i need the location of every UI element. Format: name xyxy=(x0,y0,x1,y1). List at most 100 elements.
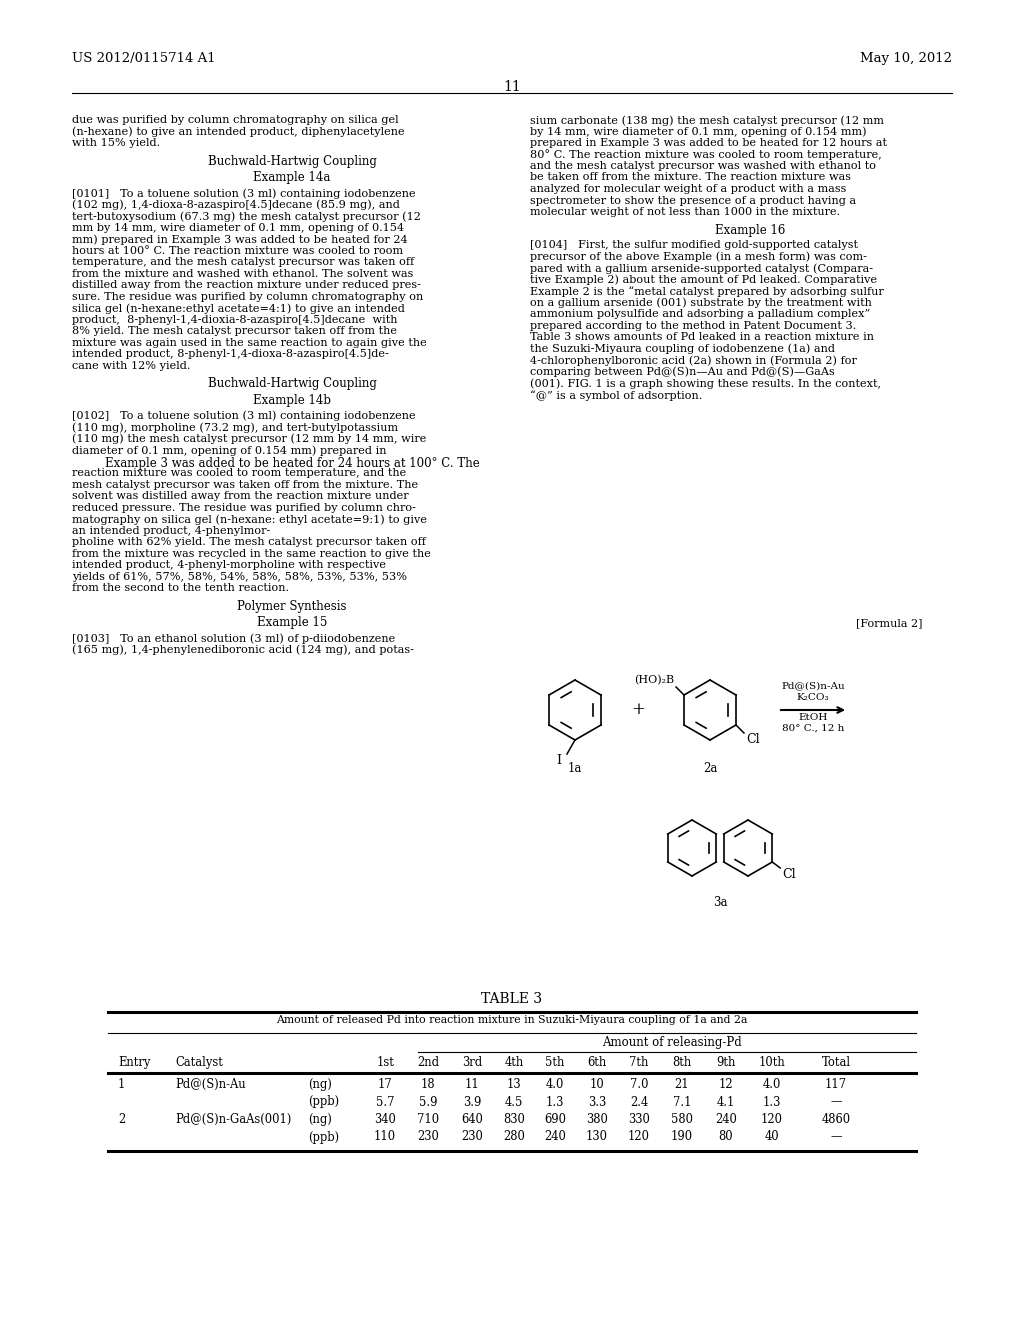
Text: Total: Total xyxy=(821,1056,851,1069)
Text: Example 2 is the “metal catalyst prepared by adsorbing sulfur: Example 2 is the “metal catalyst prepare… xyxy=(530,286,884,297)
Text: Buchwald-Hartwig Coupling: Buchwald-Hartwig Coupling xyxy=(208,154,377,168)
Text: 8th: 8th xyxy=(673,1056,691,1069)
Text: 5.9: 5.9 xyxy=(419,1096,437,1109)
Text: silica gel (n-hexane:ethyl acetate=4:1) to give an intended: silica gel (n-hexane:ethyl acetate=4:1) … xyxy=(72,304,404,314)
Text: Example 3 was added to be heated for 24 hours at 100° C. The: Example 3 was added to be heated for 24 … xyxy=(104,457,479,470)
Text: prepared in Example 3 was added to be heated for 12 hours at: prepared in Example 3 was added to be he… xyxy=(530,139,887,148)
Text: 330: 330 xyxy=(628,1113,650,1126)
Text: ammonium polysulfide and adsorbing a palladium complex”: ammonium polysulfide and adsorbing a pal… xyxy=(530,309,870,319)
Text: 3rd: 3rd xyxy=(462,1056,482,1069)
Text: —: — xyxy=(830,1096,842,1109)
Text: mm by 14 mm, wire diameter of 0.1 mm, opening of 0.154: mm by 14 mm, wire diameter of 0.1 mm, op… xyxy=(72,223,404,232)
Text: Amount of releasing-Pd: Amount of releasing-Pd xyxy=(602,1036,741,1049)
Text: comparing between Pd@(S)n—Au and Pd@(S)—GaAs: comparing between Pd@(S)n—Au and Pd@(S)—… xyxy=(530,367,835,378)
Text: 40: 40 xyxy=(765,1130,779,1143)
Text: EtOH: EtOH xyxy=(799,713,827,722)
Text: from the mixture and washed with ethanol. The solvent was: from the mixture and washed with ethanol… xyxy=(72,268,414,279)
Text: 4.0: 4.0 xyxy=(763,1078,781,1092)
Text: 280: 280 xyxy=(503,1130,525,1143)
Text: product,  8-phenyl-1,4-dioxia-8-azaspiro[4.5]decane  with: product, 8-phenyl-1,4-dioxia-8-azaspiro[… xyxy=(72,314,397,325)
Text: (ppb): (ppb) xyxy=(308,1096,339,1109)
Text: by 14 mm, wire diameter of 0.1 mm, opening of 0.154 mm): by 14 mm, wire diameter of 0.1 mm, openi… xyxy=(530,127,866,137)
Text: [0103]   To an ethanol solution (3 ml) of p-diiodobenzene: [0103] To an ethanol solution (3 ml) of … xyxy=(72,634,395,644)
Text: 18: 18 xyxy=(421,1078,435,1092)
Text: 240: 240 xyxy=(544,1130,566,1143)
Text: sium carbonate (138 mg) the mesh catalyst precursor (12 mm: sium carbonate (138 mg) the mesh catalys… xyxy=(530,115,884,125)
Text: 4th: 4th xyxy=(505,1056,523,1069)
Text: May 10, 2012: May 10, 2012 xyxy=(860,51,952,65)
Text: (ng): (ng) xyxy=(308,1113,332,1126)
Text: temperature, and the mesh catalyst precursor was taken off: temperature, and the mesh catalyst precu… xyxy=(72,257,414,267)
Text: Pd@(S)n-GaAs(001): Pd@(S)n-GaAs(001) xyxy=(175,1113,292,1126)
Text: yields of 61%, 57%, 58%, 54%, 58%, 58%, 53%, 53%, 53%: yields of 61%, 57%, 58%, 54%, 58%, 58%, … xyxy=(72,572,407,582)
Text: 690: 690 xyxy=(544,1113,566,1126)
Text: [0104]   First, the sulfur modified gold-supported catalyst: [0104] First, the sulfur modified gold-s… xyxy=(530,240,858,251)
Text: 117: 117 xyxy=(825,1078,847,1092)
Text: the Suzuki-Miyaura coupling of iodobenzene (1a) and: the Suzuki-Miyaura coupling of iodobenze… xyxy=(530,343,835,354)
Text: 5.7: 5.7 xyxy=(376,1096,394,1109)
Text: be taken off from the mixture. The reaction mixture was: be taken off from the mixture. The react… xyxy=(530,173,851,182)
Text: 6th: 6th xyxy=(588,1056,606,1069)
Text: mixture was again used in the same reaction to again give the: mixture was again used in the same react… xyxy=(72,338,427,347)
Text: prepared according to the method in Patent Document 3.: prepared according to the method in Pate… xyxy=(530,321,856,331)
Text: analyzed for molecular weight of a product with a mass: analyzed for molecular weight of a produ… xyxy=(530,183,847,194)
Text: —: — xyxy=(830,1130,842,1143)
Text: 1: 1 xyxy=(118,1078,125,1092)
Text: 8% yield. The mesh catalyst precursor taken off from the: 8% yield. The mesh catalyst precursor ta… xyxy=(72,326,397,337)
Text: 17: 17 xyxy=(378,1078,392,1092)
Text: intended product, 8-phenyl-1,4-dioxa-8-azaspiro[4.5]de-: intended product, 8-phenyl-1,4-dioxa-8-a… xyxy=(72,348,389,359)
Text: mm) prepared in Example 3 was added to be heated for 24: mm) prepared in Example 3 was added to b… xyxy=(72,234,408,244)
Text: Entry: Entry xyxy=(118,1056,151,1069)
Text: molecular weight of not less than 1000 in the mixture.: molecular weight of not less than 1000 i… xyxy=(530,207,840,216)
Text: (ppb): (ppb) xyxy=(308,1130,339,1143)
Text: 80: 80 xyxy=(719,1130,733,1143)
Text: [0101]   To a toluene solution (3 ml) containing iodobenzene: [0101] To a toluene solution (3 ml) cont… xyxy=(72,187,416,198)
Text: 11: 11 xyxy=(465,1078,479,1092)
Text: 640: 640 xyxy=(461,1113,483,1126)
Text: hours at 100° C. The reaction mixture was cooled to room: hours at 100° C. The reaction mixture wa… xyxy=(72,246,403,256)
Text: an intended product, 4-phenylmor-: an intended product, 4-phenylmor- xyxy=(72,525,270,536)
Text: and the mesh catalyst precursor was washed with ethanol to: and the mesh catalyst precursor was wash… xyxy=(530,161,876,172)
Text: 1.3: 1.3 xyxy=(763,1096,781,1109)
Text: 1.3: 1.3 xyxy=(546,1096,564,1109)
Text: sure. The residue was purified by column chromatography on: sure. The residue was purified by column… xyxy=(72,292,423,301)
Text: from the mixture was recycled in the same reaction to give the: from the mixture was recycled in the sam… xyxy=(72,549,431,558)
Text: matography on silica gel (n-hexane: ethyl acetate=9:1) to give: matography on silica gel (n-hexane: ethy… xyxy=(72,513,427,524)
Text: (102 mg), 1,4-dioxa-8-azaspiro[4.5]decane (85.9 mg), and: (102 mg), 1,4-dioxa-8-azaspiro[4.5]decan… xyxy=(72,199,400,210)
Text: 710: 710 xyxy=(417,1113,439,1126)
Text: (001). FIG. 1 is a graph showing these results. In the context,: (001). FIG. 1 is a graph showing these r… xyxy=(530,379,881,389)
Text: 2nd: 2nd xyxy=(417,1056,439,1069)
Text: 120: 120 xyxy=(761,1113,783,1126)
Text: Cl: Cl xyxy=(745,733,760,746)
Text: Amount of released Pd into reaction mixture in Suzuki-Miyaura coupling of 1a and: Amount of released Pd into reaction mixt… xyxy=(276,1015,748,1026)
Text: 10th: 10th xyxy=(759,1056,785,1069)
Text: Example 14b: Example 14b xyxy=(253,393,331,407)
Text: 2.4: 2.4 xyxy=(630,1096,648,1109)
Text: “@” is a symbol of adsorption.: “@” is a symbol of adsorption. xyxy=(530,389,702,401)
Text: from the second to the tenth reaction.: from the second to the tenth reaction. xyxy=(72,583,289,593)
Text: 110: 110 xyxy=(374,1130,396,1143)
Text: 9th: 9th xyxy=(717,1056,735,1069)
Text: 13: 13 xyxy=(507,1078,521,1092)
Text: 4-chlorophenylboronic acid (2a) shown in (Formula 2) for: 4-chlorophenylboronic acid (2a) shown in… xyxy=(530,355,857,366)
Text: 4860: 4860 xyxy=(821,1113,851,1126)
Text: mesh catalyst precursor was taken off from the mixture. The: mesh catalyst precursor was taken off fr… xyxy=(72,479,418,490)
Text: 12: 12 xyxy=(719,1078,733,1092)
Text: 340: 340 xyxy=(374,1113,396,1126)
Text: reaction mixture was cooled to room temperature, and the: reaction mixture was cooled to room temp… xyxy=(72,469,407,478)
Text: 830: 830 xyxy=(503,1113,525,1126)
Text: I: I xyxy=(556,754,561,767)
Text: (HO)₂B: (HO)₂B xyxy=(634,675,674,685)
Text: 190: 190 xyxy=(671,1130,693,1143)
Text: (n-hexane) to give an intended product, diphenylacetylene: (n-hexane) to give an intended product, … xyxy=(72,127,404,137)
Text: cane with 12% yield.: cane with 12% yield. xyxy=(72,360,190,371)
Text: Example 15: Example 15 xyxy=(257,616,328,630)
Text: intended product, 4-phenyl-morpholine with respective: intended product, 4-phenyl-morpholine wi… xyxy=(72,560,386,570)
Text: Table 3 shows amounts of Pd leaked in a reaction mixture in: Table 3 shows amounts of Pd leaked in a … xyxy=(530,333,874,342)
Text: due was purified by column chromatography on silica gel: due was purified by column chromatograph… xyxy=(72,115,398,125)
Text: Example 16: Example 16 xyxy=(715,223,785,236)
Text: Pd@(S)n-Au: Pd@(S)n-Au xyxy=(781,681,845,690)
Text: 4.5: 4.5 xyxy=(505,1096,523,1109)
Text: solvent was distilled away from the reaction mixture under: solvent was distilled away from the reac… xyxy=(72,491,409,502)
Text: Example 14a: Example 14a xyxy=(253,172,331,185)
